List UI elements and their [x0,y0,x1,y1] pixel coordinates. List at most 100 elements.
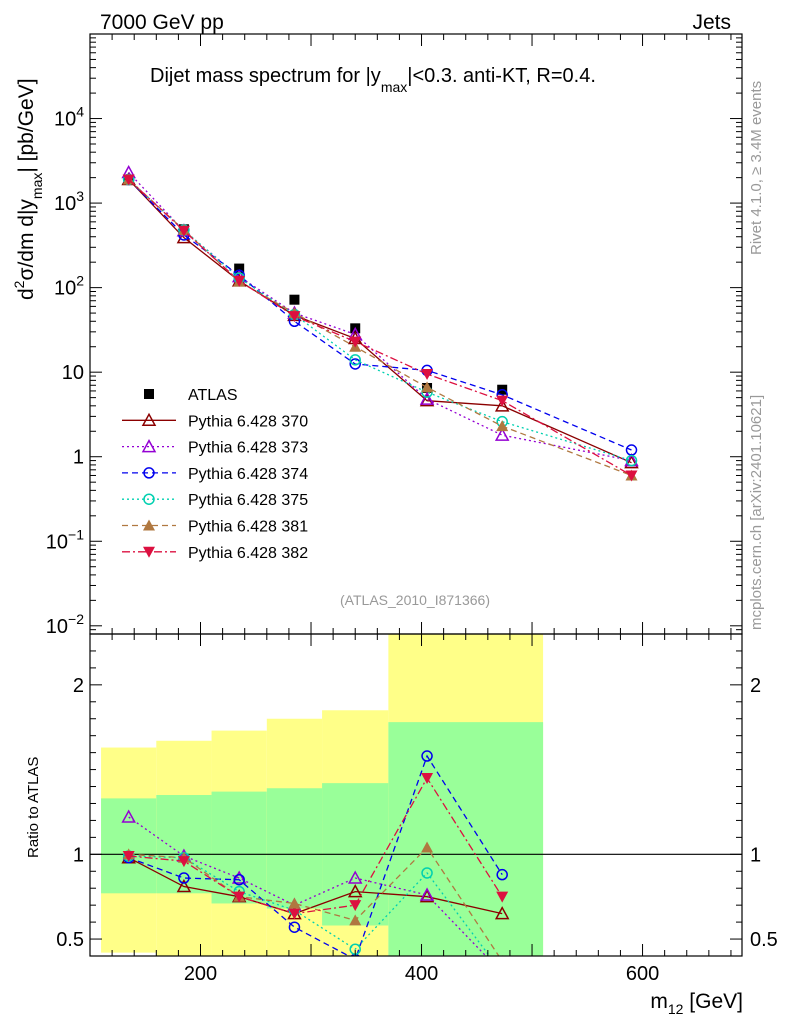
series-line-2 [128,172,632,462]
ratio-point-2-3 [288,921,301,933]
ratio-point-5-2 [233,891,246,903]
point-5-5 [421,381,434,393]
ratio-point-3-6 [497,968,507,978]
ratio-point-1-0 [121,809,136,823]
xtick-label-1: 400 [405,963,438,985]
point-6-2 [233,275,246,287]
ratio-point-1-4 [347,870,363,884]
ratio-point-5-3 [288,908,301,920]
ratio-point-2-2 [233,873,245,886]
xtick-label-2: 600 [626,963,659,985]
point-6-0 [122,174,135,186]
ratio-point-1-2 [231,870,247,884]
ratio-ytick-label-2: 2 [73,675,84,697]
point-5-6 [496,420,509,432]
ratio-y-axis-label: Ratio to ATLAS [25,757,42,858]
ratio-ytick-label-right-1: 1 [750,844,761,866]
point-6-4 [349,336,362,348]
ratio-frame [89,633,743,957]
analysis-id: (ATLAS_2010_I871366) [340,592,490,608]
main-y-axis-label: d2σ/dm d|ymax| [pb/GeV] [11,78,45,300]
ratio-ytick-label-right-0: 0.5 [750,929,778,951]
point-1-7 [624,455,639,469]
legend-label-0: ATLAS [188,387,238,404]
ratio-point-1-5 [419,887,435,901]
ratio-point-2-1 [178,872,190,884]
main-ytick-label-1: 10−1 [46,526,84,553]
point-1-6 [494,398,510,412]
green-band-1 [156,795,212,894]
ratio-line-2 [128,754,503,956]
ratio-point-0-6 [494,906,510,920]
legend-marker-3 [143,467,155,479]
legend-label-1: Pythia 6.428 370 [188,413,308,430]
ratio-point-5-6 [496,891,509,903]
legend-marker-4 [143,493,155,505]
ratio-point-0-4 [347,884,363,898]
main-ytick-label-2: 1 [73,447,84,469]
main-ytick-label-4: 102 [54,273,84,300]
series-line-4 [128,179,632,462]
point-0-2 [234,263,245,274]
legend-label-4: Pythia 6.428 375 [188,492,308,509]
legend-marker-1 [141,412,157,427]
legend-label-2: Pythia 6.428 373 [188,440,308,457]
main-ytick-label-6: 104 [54,104,84,131]
ratio-point-5-4 [349,900,362,912]
legend-label-5: Pythia 6.428 381 [188,519,308,536]
ratio-point-5-1 [177,856,190,868]
point-6-7 [625,470,638,482]
series-line-6 [128,179,632,477]
main-ytick-label-3: 10 [62,362,84,384]
main-data-layer [121,164,639,482]
series-line-3 [128,179,632,451]
ratio-point-1-6 [496,967,508,978]
point-4-4 [349,354,361,366]
point-6-3 [288,311,301,323]
ratio-point-2-6 [496,868,508,881]
legend-label-3: Pythia 6.428 374 [188,466,308,483]
ratio-ytick-label-1: 1 [73,844,84,866]
legend-marker-0 [144,389,154,399]
ratio-point-4-3 [288,897,301,909]
green-band-3 [266,788,323,909]
legend-marker-5 [143,519,155,531]
ratio-point-4-4 [349,914,362,926]
point-3-4 [349,358,361,370]
ratio-plot-area [90,634,742,956]
xtick-label-0: 200 [184,963,217,985]
point-6-5 [421,369,434,381]
ratio-point-0-5 [419,889,435,903]
point-0-3 [289,294,300,305]
ratio-point-4-6 [501,955,503,956]
ratio-point-2-5 [421,750,433,762]
ratio-data-layer [121,750,510,978]
point-6-1 [177,225,190,237]
legend-marker-6 [143,546,155,558]
ratio-ytick-label-0: 0.5 [56,929,84,951]
rivet-version-label: Rivet 4.1.0, ≥ 3.4M events [748,81,765,255]
series-line-5 [128,179,632,477]
series-line-1 [128,179,632,464]
plot-title: Dijet mass spectrum for |ymax|<0.3. anti… [150,65,596,95]
ratio-point-5-5 [421,773,434,785]
green-band-5 [388,722,544,956]
ratio-point-3-5 [421,867,433,879]
point-4-7 [625,454,638,467]
ratio-ytick-label-right-2: 2 [750,675,761,697]
main-ytick-label-5: 103 [54,188,84,215]
point-2-6 [494,427,510,441]
green-band-0 [101,798,157,894]
legend-marker-2 [141,439,157,453]
ratio-point-4-5 [421,841,434,853]
ratio-point-5-0 [122,851,135,863]
legend-label-6: Pythia 6.428 382 [188,545,308,562]
header-process: Jets [692,11,731,34]
point-6-6 [496,395,509,407]
legend: ATLAS Pythia 6.428 370 Pythia 6.428 373 Pyt… [122,387,308,562]
main-ytick-label-0: 10−2 [46,611,84,638]
axes-layer: 10−2 10−1 1 10 102 103 104 200 400 600 0.5 0.5 1 1 2 2 [46,33,778,985]
x-axis-label: m12 [GeV] [650,990,743,1017]
point-2-5 [419,391,435,405]
